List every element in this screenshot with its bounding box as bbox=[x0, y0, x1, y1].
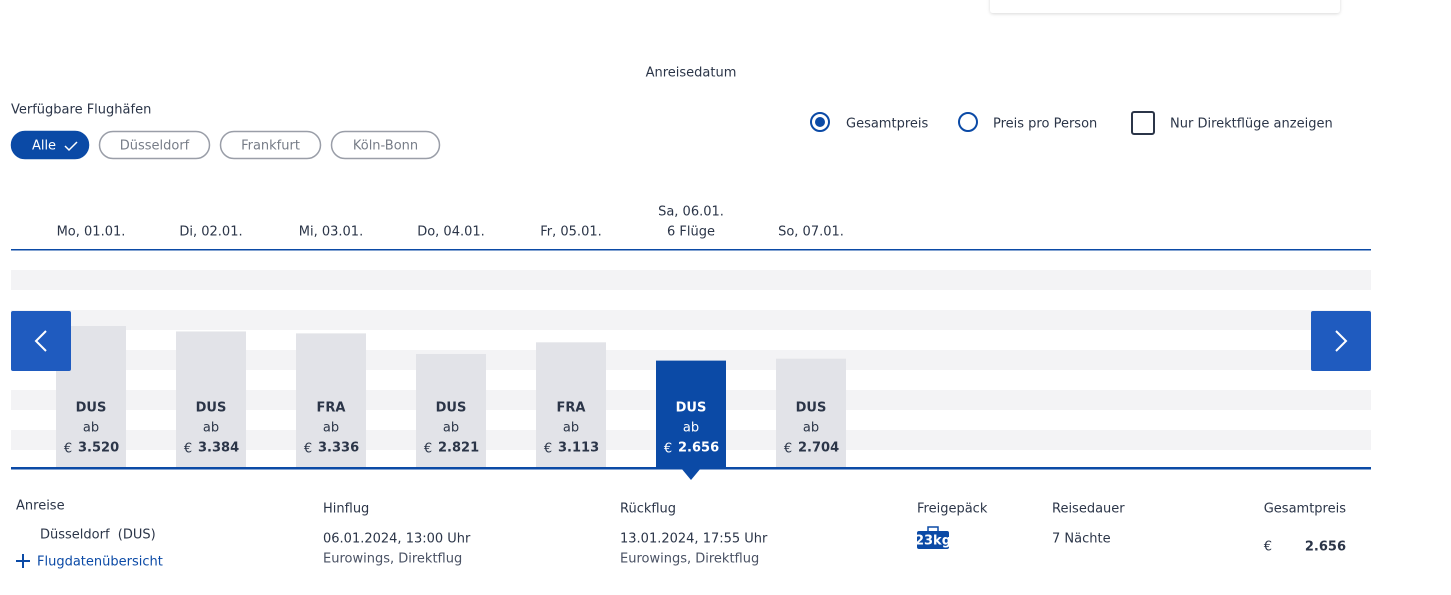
price-prefix: ab bbox=[443, 421, 459, 436]
airport-code: DUS bbox=[196, 401, 227, 416]
price-label: 3.113 bbox=[558, 441, 599, 456]
date-label: So, 07.01. bbox=[778, 225, 844, 240]
pill-bg bbox=[98, 130, 211, 160]
price-prefix: ab bbox=[83, 421, 99, 436]
pill-text[interactable]: Frankfurt bbox=[241, 139, 300, 154]
currency: € bbox=[304, 442, 312, 457]
price-label: 2.656 bbox=[678, 441, 719, 456]
airport-pill[interactable]: Alle bbox=[10, 130, 90, 160]
bars: DUS ab € 3.520 Mo, 01.01. DUS ab € 3.384 Di, 02.0… bbox=[56, 205, 846, 481]
airport-pill[interactable]: Köln-Bonn bbox=[330, 130, 441, 160]
radio-label[interactable]: Preis pro Person bbox=[993, 117, 1097, 132]
price-mode-radio[interactable]: Preis pro Person bbox=[958, 112, 1097, 132]
bar[interactable] bbox=[536, 342, 606, 467]
price-label: 2.821 bbox=[438, 441, 479, 456]
flight-label: Hinflug bbox=[323, 502, 369, 517]
pill-bg bbox=[219, 130, 322, 160]
duration-value: 7 Nächte bbox=[1052, 532, 1111, 547]
currency: € bbox=[544, 442, 552, 457]
checkbox-label[interactable]: Nur Direktflüge anzeigen bbox=[1170, 117, 1333, 132]
price-label: 3.336 bbox=[318, 441, 359, 456]
baseline bbox=[11, 467, 1371, 470]
duration-label: Reisedauer bbox=[1052, 502, 1125, 517]
price-prefix: ab bbox=[203, 421, 219, 436]
date-column[interactable]: FRA ab € 3.336 Mi, 03.01. bbox=[296, 225, 366, 468]
direct-checkbox[interactable]: Nur Direktflüge anzeigen bbox=[1131, 111, 1333, 135]
bar[interactable] bbox=[416, 353, 486, 467]
flight-label: Rückflug bbox=[620, 502, 676, 517]
selected-pointer bbox=[681, 468, 701, 480]
date-column[interactable]: DUS ab € 2.704 So, 07.01. bbox=[776, 225, 846, 468]
date-label: Do, 04.01. bbox=[417, 225, 485, 240]
card-edge bbox=[990, 0, 1340, 13]
pill-text[interactable]: Düsseldorf bbox=[120, 139, 190, 154]
bag-handle bbox=[927, 526, 939, 531]
airport-code: FRA bbox=[557, 401, 586, 416]
flight-carrier: Eurowings, Direktflug bbox=[323, 552, 462, 567]
plus-icon[interactable] bbox=[16, 554, 30, 568]
price-prefix: ab bbox=[563, 421, 579, 436]
baggage-badge bbox=[917, 531, 949, 549]
price-prefix: ab bbox=[323, 421, 339, 436]
total-label: Gesamtpreis bbox=[1264, 502, 1346, 517]
currency: € bbox=[184, 442, 192, 457]
airport-pill[interactable]: Frankfurt bbox=[219, 130, 322, 160]
date-label: Mi, 03.01. bbox=[299, 225, 363, 240]
price-prefix: ab bbox=[803, 421, 819, 436]
date-column[interactable]: DUS ab € 2.656 Sa, 06.01. 6 Flüge bbox=[656, 205, 726, 481]
flight-datetime: 06.01.2024, 13:00 Uhr bbox=[323, 532, 471, 547]
pill-text[interactable]: Alle bbox=[32, 139, 56, 154]
currency: € bbox=[424, 442, 432, 457]
airport-pill[interactable]: Düsseldorf bbox=[98, 130, 211, 160]
total-currency: € bbox=[1264, 540, 1272, 555]
bar[interactable] bbox=[176, 331, 246, 467]
price-label: 3.520 bbox=[78, 441, 119, 456]
price-label: 2.704 bbox=[798, 441, 839, 456]
price-mode-radio[interactable]: Gesamtpreis bbox=[810, 112, 928, 132]
flight-count: 6 Flüge bbox=[667, 225, 715, 240]
total-amount: 2.656 bbox=[1305, 540, 1346, 555]
radio-ring bbox=[958, 112, 978, 132]
currency: € bbox=[664, 442, 672, 457]
flight-datetime: 13.01.2024, 17:55 Uhr bbox=[620, 532, 768, 547]
price-prefix: ab bbox=[683, 421, 699, 436]
page-title: Anreisedatum bbox=[646, 66, 737, 81]
date-column[interactable]: DUS ab € 3.384 Di, 02.01. bbox=[176, 225, 246, 468]
flight-carrier: Eurowings, Direktflug bbox=[620, 552, 759, 567]
airport-code: DUS bbox=[436, 401, 467, 416]
airport-code: DUS bbox=[676, 401, 707, 416]
check-icon bbox=[64, 141, 78, 152]
date-label: Mo, 01.01. bbox=[57, 225, 126, 240]
baggage-text: 23kg bbox=[915, 534, 951, 549]
pill-text[interactable]: Köln-Bonn bbox=[353, 139, 418, 154]
date-label: Sa, 06.01. bbox=[658, 205, 724, 220]
flight-overview-link[interactable]: Flugdatenübersicht bbox=[37, 555, 163, 570]
currency: € bbox=[784, 442, 792, 457]
arrival-airport: Düsseldorf (DUS) bbox=[40, 528, 156, 543]
prev-button[interactable] bbox=[11, 311, 71, 371]
date-column[interactable]: DUS ab € 2.821 Do, 04.01. bbox=[416, 225, 486, 468]
bar[interactable] bbox=[656, 360, 726, 467]
filter-label: Verfügbare Flughäfen bbox=[11, 103, 151, 118]
airport-code: DUS bbox=[796, 401, 827, 416]
date-column[interactable]: FRA ab € 3.113 Fr, 05.01. bbox=[536, 225, 606, 468]
price-label: 3.384 bbox=[198, 441, 239, 456]
top-rule bbox=[11, 249, 1371, 251]
next-button[interactable] bbox=[1311, 311, 1371, 371]
checkbox-box bbox=[1131, 111, 1155, 135]
baggage-label: Freigepäck bbox=[917, 502, 988, 517]
bar[interactable] bbox=[776, 358, 846, 467]
pill-bg bbox=[330, 130, 441, 160]
currency: € bbox=[64, 442, 72, 457]
airport-code: FRA bbox=[317, 401, 346, 416]
date-label: Di, 02.01. bbox=[179, 225, 242, 240]
pill-bg bbox=[10, 130, 90, 160]
date-label: Fr, 05.01. bbox=[540, 225, 602, 240]
airport-code: DUS bbox=[76, 401, 107, 416]
radio-dot bbox=[815, 117, 825, 127]
radio-label[interactable]: Gesamtpreis bbox=[846, 117, 928, 132]
bar[interactable] bbox=[296, 333, 366, 467]
arrival-label: Anreise bbox=[16, 499, 65, 514]
